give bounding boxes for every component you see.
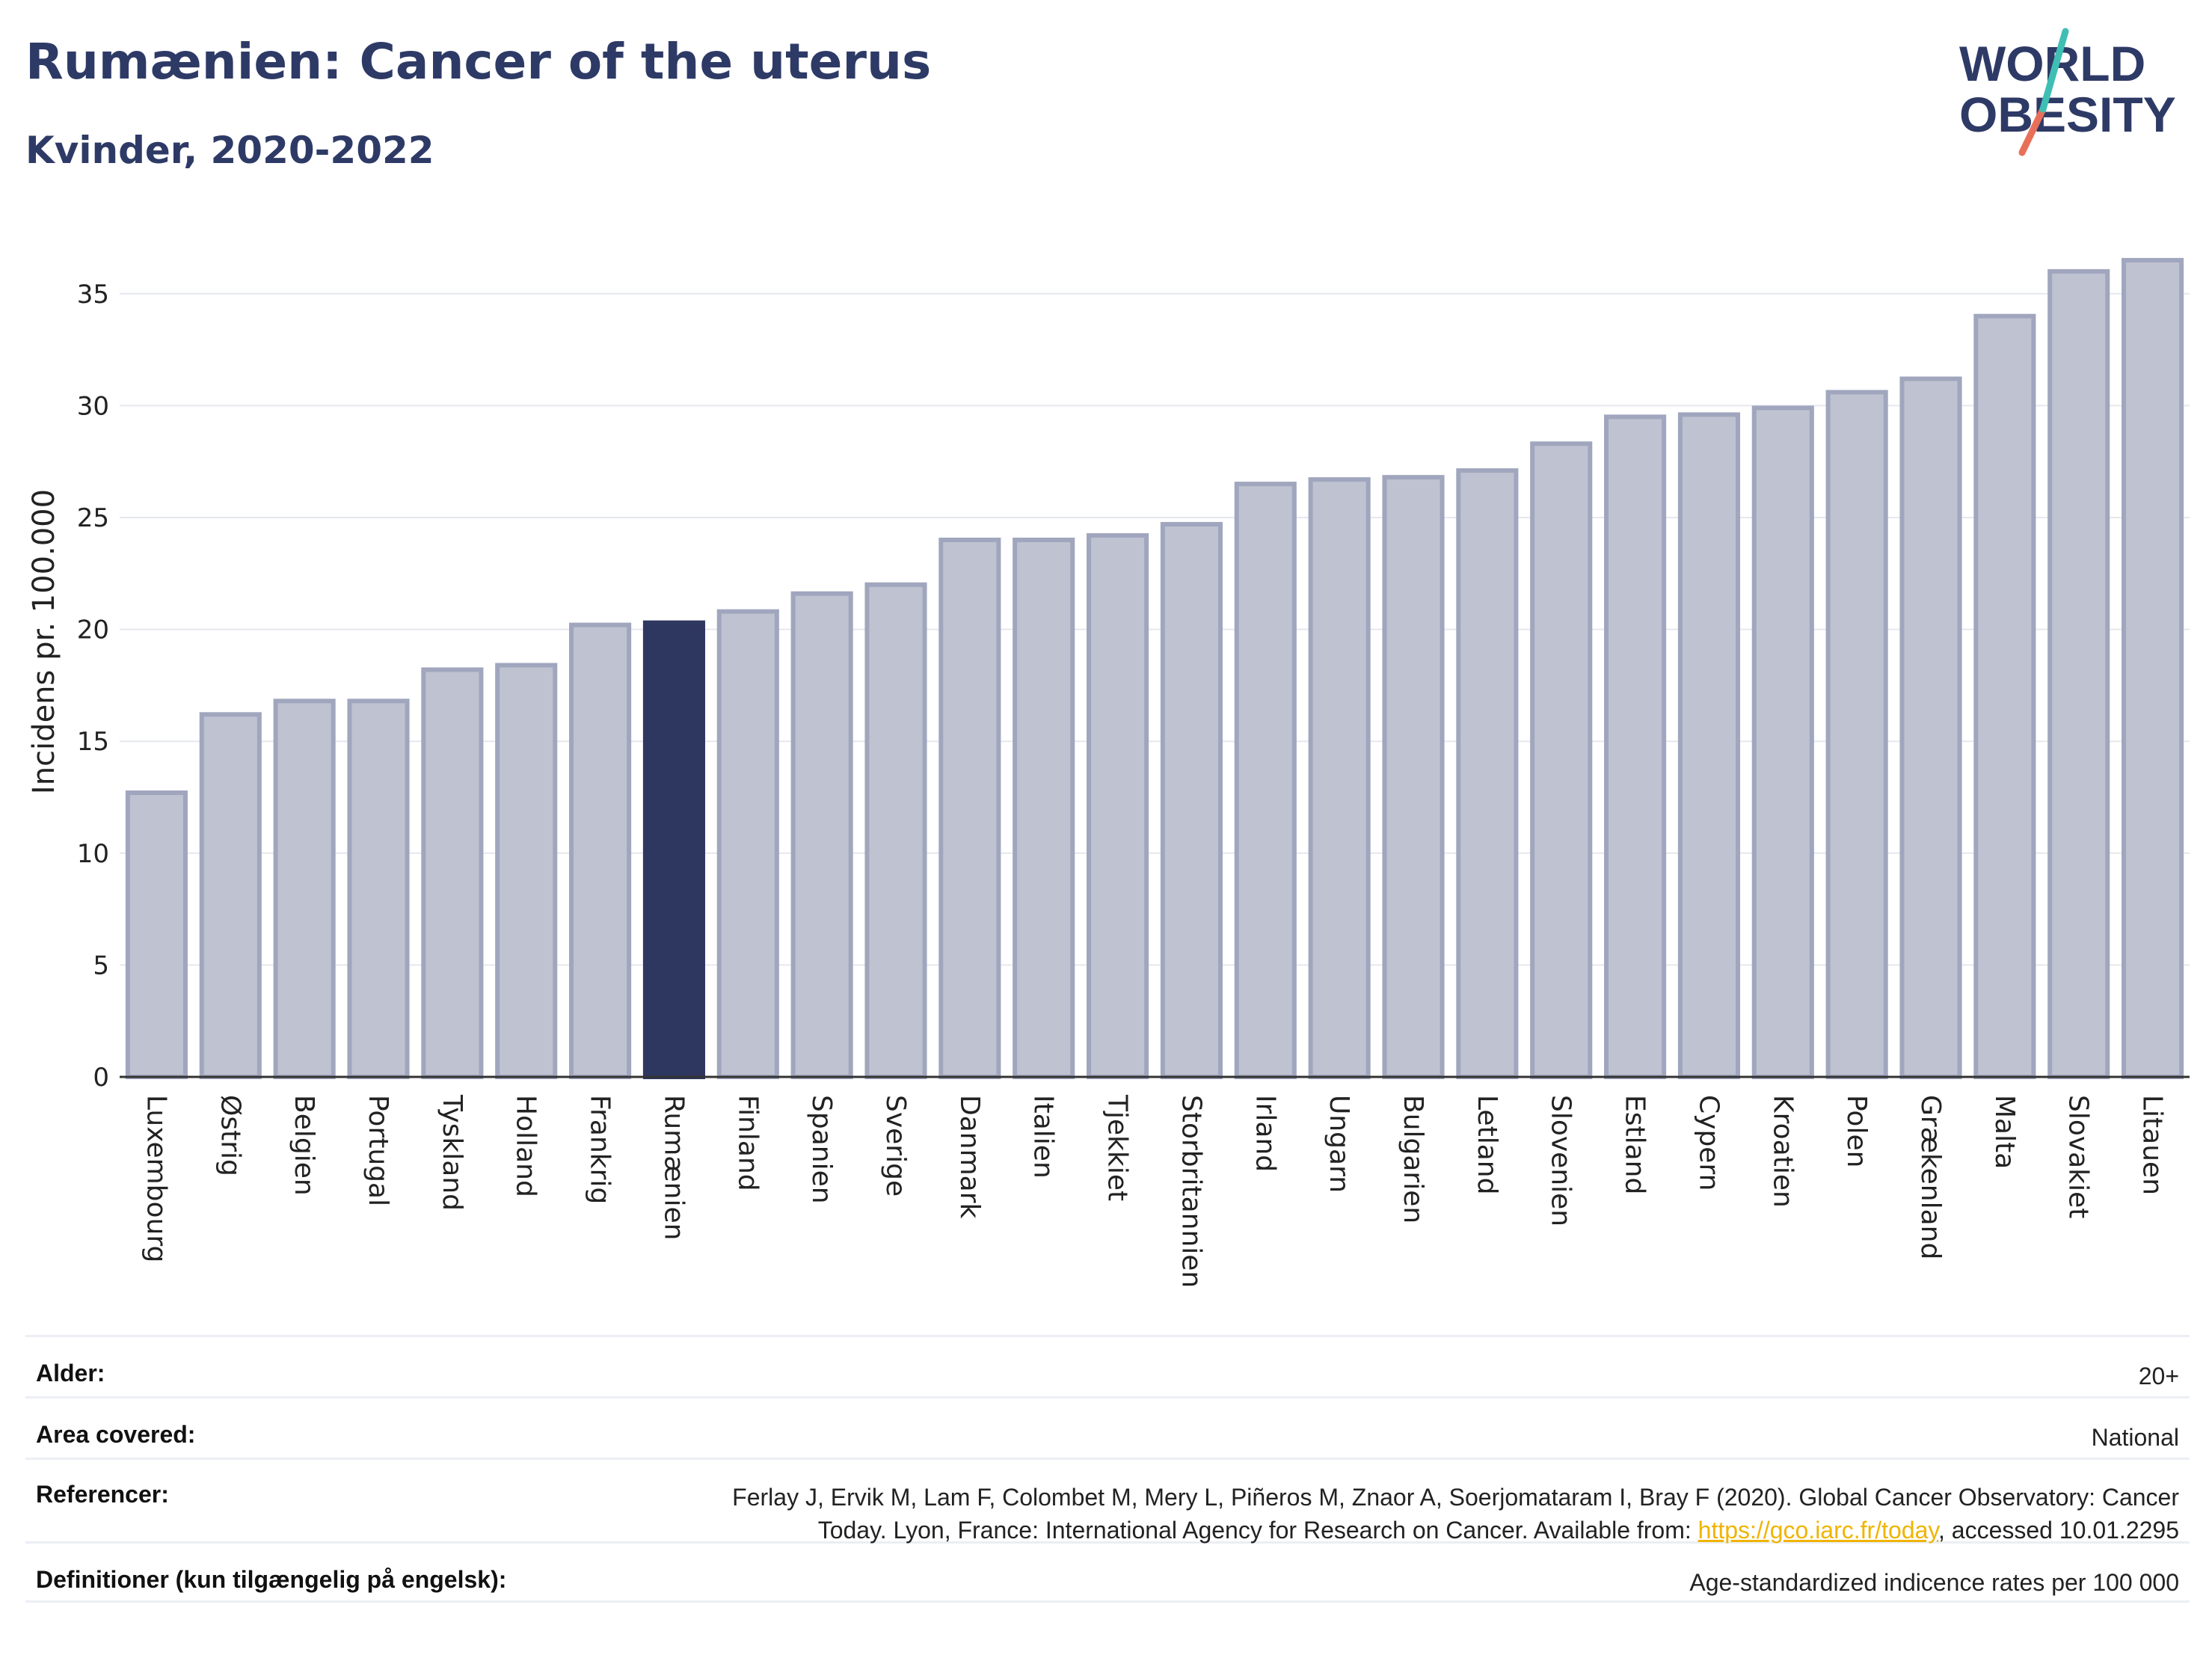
bar	[1013, 537, 1075, 1079]
bars	[125, 257, 2184, 1080]
info-row-references: Referencer: Ferlay J, Ervik M, Lam F, Co…	[25, 1458, 2190, 1544]
x-tick-label: Kroatien	[1767, 1095, 1798, 1208]
y-tick-label: 25	[77, 503, 109, 533]
y-tick-label: 5	[93, 951, 109, 980]
y-tick-label: 0	[93, 1063, 109, 1093]
age-label: Alder:	[36, 1360, 105, 1387]
area-label: Area covered:	[36, 1421, 196, 1448]
y-ticks: 0 5 10 15 20 25 30 35	[77, 280, 109, 1093]
bar	[716, 609, 779, 1079]
x-tick-label: Slovakiet	[2063, 1095, 2094, 1218]
references-line2: Today. Lyon, France: International Agenc…	[732, 1514, 2179, 1547]
references-label: Referencer:	[36, 1481, 169, 1508]
bar	[1308, 477, 1371, 1079]
x-tick-label: Belgien	[289, 1095, 319, 1196]
bar	[1604, 414, 1667, 1079]
logo-line2: OBESITY	[1959, 87, 2176, 142]
x-tick-label: Finland	[732, 1095, 763, 1191]
x-tick-label: Ungarn	[1324, 1095, 1354, 1193]
y-tick-label: 20	[77, 615, 109, 645]
references-line1: Ferlay J, Ervik M, Lam F, Colombet M, Me…	[732, 1484, 2179, 1511]
bar	[347, 698, 410, 1079]
x-tick-label: Tyskland	[437, 1094, 467, 1211]
references-link[interactable]: https://gco.iarc.fr/today	[1698, 1517, 1938, 1544]
definitions-value: Age-standardized indicence rates per 100…	[1689, 1569, 2179, 1596]
references-text: Today. Lyon, France: International Agenc…	[817, 1517, 1698, 1544]
bar	[421, 667, 484, 1079]
x-tick-label: Holland	[511, 1095, 541, 1197]
x-tick-label: Luxembourg	[141, 1095, 171, 1262]
y-tick-label: 35	[77, 280, 109, 310]
x-tick-label: Italien	[1028, 1095, 1059, 1179]
bar	[1382, 475, 1445, 1079]
bar	[1825, 390, 1888, 1079]
x-tick-label: Irland	[1250, 1095, 1280, 1172]
y-tick-label: 10	[77, 839, 109, 869]
x-tick-label: Bulgarien	[1398, 1095, 1428, 1223]
info-row-area: Area covered: National	[25, 1396, 2190, 1458]
bar	[1456, 468, 1519, 1079]
bar	[938, 537, 1001, 1079]
x-tick-label: Grækenland	[1915, 1095, 1946, 1259]
bar	[1751, 405, 1814, 1079]
info-row-age: Alder: 20+	[25, 1335, 2190, 1396]
x-tick-label: Litauen	[2137, 1095, 2168, 1195]
x-tick-label: Rumænien	[658, 1095, 689, 1240]
chart-title: Rumænien: Cancer of the uterus	[25, 33, 932, 90]
x-tick-label: Polen	[1841, 1095, 1872, 1167]
bar	[1087, 532, 1149, 1079]
info-row-definitions: Definitioner (kun tilgængelig på engelsk…	[25, 1541, 2190, 1603]
x-tick-label: Sverige	[880, 1095, 911, 1197]
bar	[125, 790, 188, 1079]
x-tick-label: Frankrig	[585, 1095, 615, 1204]
bar	[864, 582, 927, 1079]
bar	[273, 698, 336, 1079]
bar	[1160, 521, 1223, 1079]
bar	[495, 663, 558, 1079]
x-tick-label: Malta	[1989, 1095, 2020, 1169]
bar-highlighted	[642, 620, 705, 1079]
x-tick-label: Portugal	[363, 1095, 393, 1206]
x-tick-label: Estland	[1620, 1095, 1650, 1194]
bar	[199, 712, 262, 1080]
bar	[1677, 412, 1740, 1079]
bar	[790, 591, 853, 1079]
y-tick-label: 30	[77, 391, 109, 421]
x-tick-label: Spanien	[806, 1095, 837, 1204]
x-tick-label: Tjekkiet	[1102, 1094, 1133, 1201]
world-obesity-logo: WORLD OBESITY	[1959, 28, 2176, 156]
y-axis-title: Incidens pr. 100.000	[27, 489, 61, 794]
references-value: Ferlay J, Ervik M, Lam F, Colombet M, Me…	[732, 1481, 2190, 1547]
chart-subtitle: Kvinder, 2020-2022	[25, 129, 434, 172]
definitions-label: Definitioner (kun tilgængelig på engelsk…	[36, 1566, 507, 1593]
bar	[569, 622, 632, 1079]
bar	[1899, 376, 1962, 1080]
x-tick-label: Letland	[1472, 1095, 1502, 1194]
x-tick-label: Danmark	[954, 1095, 985, 1219]
bar	[1234, 482, 1297, 1079]
bar	[1973, 313, 2036, 1080]
info-table: Alder: 20+ Area covered: National Refere…	[25, 1335, 2190, 1603]
x-tick-label: Østrig	[215, 1095, 245, 1176]
bar	[2047, 268, 2110, 1079]
area-value: National	[2091, 1424, 2179, 1451]
x-tick-label: Cypern	[1693, 1095, 1724, 1191]
references-accessed: , accessed 10.01.2295	[1938, 1517, 2179, 1544]
age-value: 20+	[2138, 1363, 2179, 1390]
bar-chart: 0 5 10 15 20 25 30 35 Luxembourg Østrig Belgien Po…	[27, 257, 2190, 1288]
y-tick-label: 15	[77, 727, 109, 757]
bar	[1530, 441, 1593, 1079]
bar	[2122, 257, 2184, 1079]
x-tick-label: Storbritannien	[1176, 1095, 1206, 1288]
x-tick-label: Slovenien	[1546, 1095, 1576, 1226]
x-ticks: Luxembourg Østrig Belgien Portugal Tyskland H…	[141, 1094, 2167, 1288]
